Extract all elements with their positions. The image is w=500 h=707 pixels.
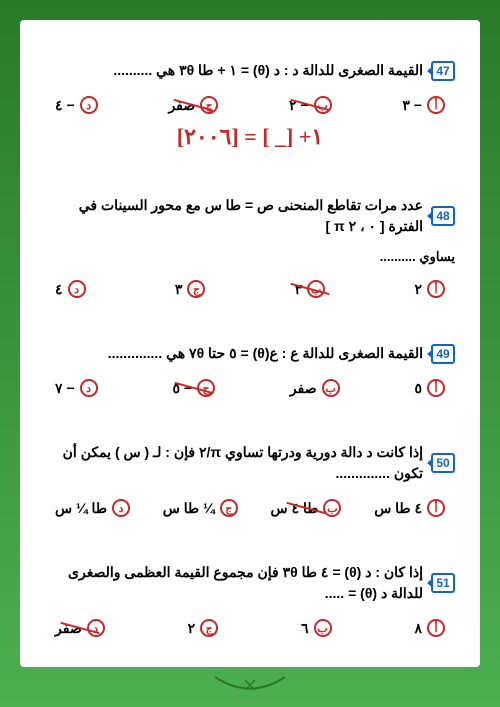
option-c: ج − ٥: [172, 379, 215, 397]
option-marker: ب: [322, 379, 340, 397]
option-marker: ج: [200, 619, 218, 637]
option-text: ٣: [175, 281, 183, 298]
question-text: القيمة الصغرى للدالة د : د (θ) = ١ + طا …: [45, 60, 423, 81]
option-text: ٣: [295, 281, 303, 298]
option-marker: ج: [220, 499, 238, 517]
option-marker: أ: [427, 499, 445, 517]
option-marker: ب: [314, 96, 332, 114]
option-text: − ٤: [55, 97, 75, 114]
option-b: ب صفر: [290, 379, 340, 397]
option-b: ب − ٢: [289, 96, 332, 114]
question-header: 48 عدد مرات تقاطع المنحنى ص = طا س مع مح…: [45, 195, 455, 237]
option-c: ج ٢: [188, 619, 219, 637]
question-number-badge: 48: [431, 206, 455, 226]
option-a: أ ٤ طا س: [374, 499, 445, 517]
question-header: 47 القيمة الصغرى للدالة د : د (θ) = ١ + …: [45, 60, 455, 81]
option-text: صفر: [168, 97, 195, 114]
option-text: صفر: [290, 380, 317, 397]
option-marker: ج: [197, 379, 215, 397]
question-number-badge: 49: [431, 344, 455, 364]
option-text: − ٥: [172, 380, 192, 397]
question-header: 49 القيمة الصغرى للدالة ع : ع(θ) = ٥ حتا…: [45, 343, 455, 364]
option-marker: ج: [200, 96, 218, 114]
option-text: − ٣: [402, 97, 422, 114]
question-51: 51 إذا كان : د (θ) = ٤ طا ٣θ فإن مجموع ا…: [45, 562, 455, 637]
option-c: ج ٣: [175, 280, 206, 298]
question-number-badge: 47: [431, 61, 455, 81]
option-text: صفر: [55, 620, 82, 637]
option-marker: ج: [187, 280, 205, 298]
question-text: القيمة الصغرى للدالة ع : ع(θ) = ٥ حتا ٧θ…: [45, 343, 423, 364]
option-text: ٤: [55, 281, 63, 298]
option-text: طا ٤ س: [271, 500, 319, 517]
question-text: إذا كان : د (θ) = ٤ طا ٣θ فإن مجموع القي…: [45, 562, 423, 604]
question-50: 50 إذا كانت د دالة دورية ودرتها تساوي π/…: [45, 442, 455, 517]
option-text: − ٢: [289, 97, 309, 114]
option-text: ٦: [301, 620, 309, 637]
option-d: د طا ¼ س: [55, 499, 130, 517]
handwritten-note: ١+ [_ ] = [٢٠٠٦]: [45, 124, 455, 150]
option-marker: ب: [314, 619, 332, 637]
option-text: ٨: [414, 620, 422, 637]
option-a: أ ٨: [414, 619, 445, 637]
option-marker: د: [80, 96, 98, 114]
option-marker: أ: [427, 96, 445, 114]
option-b: ب طا ٤ س: [271, 499, 342, 517]
question-47: 47 القيمة الصغرى للدالة د : د (θ) = ١ + …: [45, 60, 455, 150]
option-text: − ٧: [55, 380, 75, 397]
option-c: ج ¼ طا س: [163, 499, 238, 517]
options-row: د − ٤ ج صفر ب − ٢ أ − ٣: [45, 96, 455, 114]
option-d: د ٤: [55, 280, 86, 298]
option-c: ج صفر: [168, 96, 218, 114]
option-d: د صفر: [55, 619, 105, 637]
option-text: ¼ طا س: [163, 500, 215, 517]
option-a: أ − ٣: [402, 96, 445, 114]
options-row: د − ٧ ج − ٥ ب صفر أ ٥: [45, 379, 455, 397]
option-d: د − ٧: [55, 379, 98, 397]
question-header: 51 إذا كان : د (θ) = ٤ طا ٣θ فإن مجموع ا…: [45, 562, 455, 604]
question-49: 49 القيمة الصغرى للدالة ع : ع(θ) = ٥ حتا…: [45, 343, 455, 397]
option-d: د − ٤: [55, 96, 98, 114]
worksheet-page: 47 القيمة الصغرى للدالة د : د (θ) = ١ + …: [20, 20, 480, 667]
option-marker: أ: [427, 379, 445, 397]
options-row: د طا ¼ س ج ¼ طا س ب طا ٤ س أ ٤ طا س: [45, 499, 455, 517]
option-text: ٢: [414, 281, 422, 298]
options-row: د ٤ ج ٣ ب ٣ أ ٢: [45, 280, 455, 298]
footer-signature: [210, 672, 290, 697]
option-text: طا ¼ س: [55, 500, 107, 517]
question-48: 48 عدد مرات تقاطع المنحنى ص = طا س مع مح…: [45, 195, 455, 298]
option-marker: د: [80, 379, 98, 397]
options-row: د صفر ج ٢ ب ٦ أ ٨: [45, 619, 455, 637]
option-marker: ب: [307, 280, 325, 298]
question-number-badge: 50: [431, 453, 455, 473]
option-text: ٤ طا س: [374, 500, 422, 517]
option-a: أ ٢: [414, 280, 445, 298]
option-marker: د: [68, 280, 86, 298]
option-a: أ ٥: [414, 379, 445, 397]
question-header: 50 إذا كانت د دالة دورية ودرتها تساوي π/…: [45, 442, 455, 484]
question-text: عدد مرات تقاطع المنحنى ص = طا س مع محور …: [45, 195, 423, 237]
option-marker: أ: [427, 280, 445, 298]
option-marker: د: [112, 499, 130, 517]
option-text: ٢: [188, 620, 196, 637]
option-text: ٥: [414, 380, 422, 397]
option-marker: أ: [427, 619, 445, 637]
option-marker: ب: [323, 499, 341, 517]
option-marker: د: [87, 619, 105, 637]
option-b: ب ٦: [301, 619, 332, 637]
question-subline: يساوي ..........: [45, 249, 455, 265]
question-number-badge: 51: [431, 573, 455, 593]
option-b: ب ٣: [295, 280, 326, 298]
question-text: إذا كانت د دالة دورية ودرتها تساوي π/٢ ف…: [45, 442, 423, 484]
